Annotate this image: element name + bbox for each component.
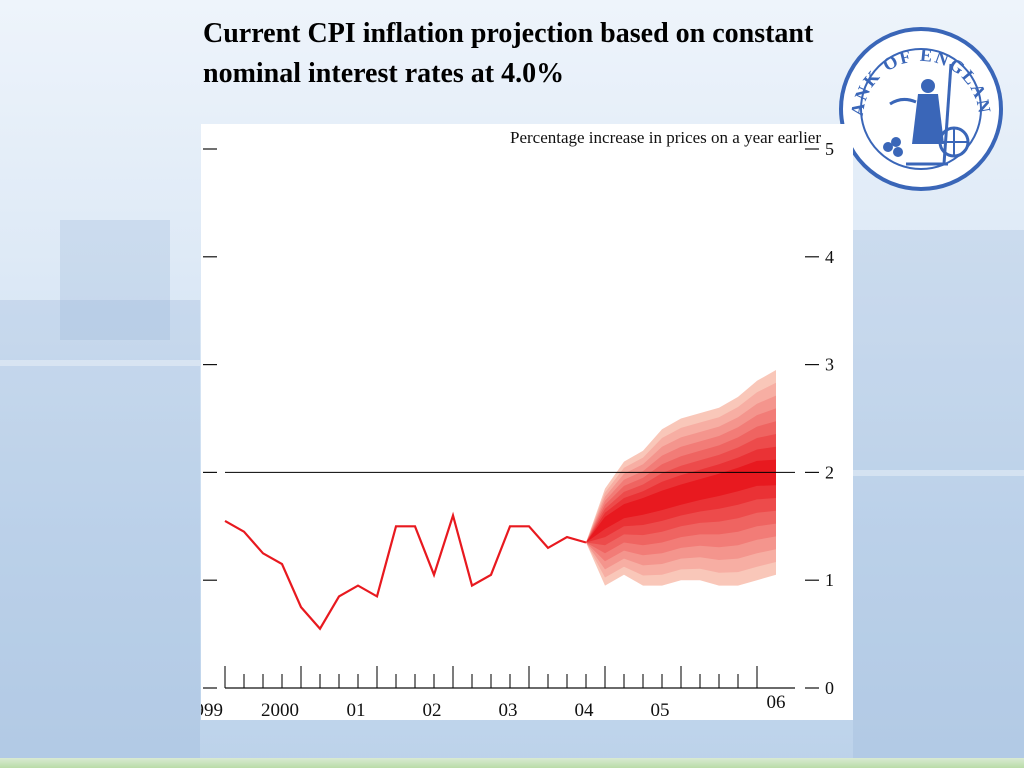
chart-panel: Percentage increase in prices on a year … xyxy=(201,124,853,720)
slide-title: Current CPI inflation projection based o… xyxy=(203,18,814,89)
fan-band-8 xyxy=(586,459,776,543)
background-building-left xyxy=(0,300,200,760)
cpi-history-line xyxy=(224,511,587,631)
bank-of-england-seal-icon: BANK OF ENGLAND xyxy=(836,24,1003,191)
background-building-left-tower xyxy=(60,220,170,340)
background-cornice-left xyxy=(0,360,200,366)
y-tick-label-5: 5 xyxy=(825,139,834,159)
x-tick-label-06: 06 xyxy=(767,692,786,713)
axis-layer: 01234519992000010203040506 xyxy=(201,139,834,720)
y-axis-label: Percentage increase in prices on a year … xyxy=(510,128,821,147)
footer-strip xyxy=(0,758,1024,768)
y-tick-label-1: 1 xyxy=(825,570,834,590)
inflation-fan-chart: Percentage increase in prices on a year … xyxy=(201,128,834,720)
x-tick-label-04: 04 xyxy=(575,700,595,720)
x-tick-label-01: 01 xyxy=(347,700,366,720)
y-tick-label-0: 0 xyxy=(825,678,834,698)
x-tick-label-1999: 1999 xyxy=(201,700,223,720)
x-tick-label-05: 05 xyxy=(651,700,670,720)
background-building-right xyxy=(853,230,1024,760)
x-tick-label-02: 02 xyxy=(423,700,442,720)
x-tick-label-2000: 2000 xyxy=(261,700,299,720)
y-tick-label-2: 2 xyxy=(825,462,834,482)
x-tick-label-03: 03 xyxy=(499,700,518,720)
y-tick-label-3: 3 xyxy=(825,355,834,375)
background-cornice-right xyxy=(853,470,1024,476)
fan-chart-bands xyxy=(586,370,776,586)
y-tick-label-4: 4 xyxy=(825,247,834,267)
history-line-layer xyxy=(224,511,587,631)
